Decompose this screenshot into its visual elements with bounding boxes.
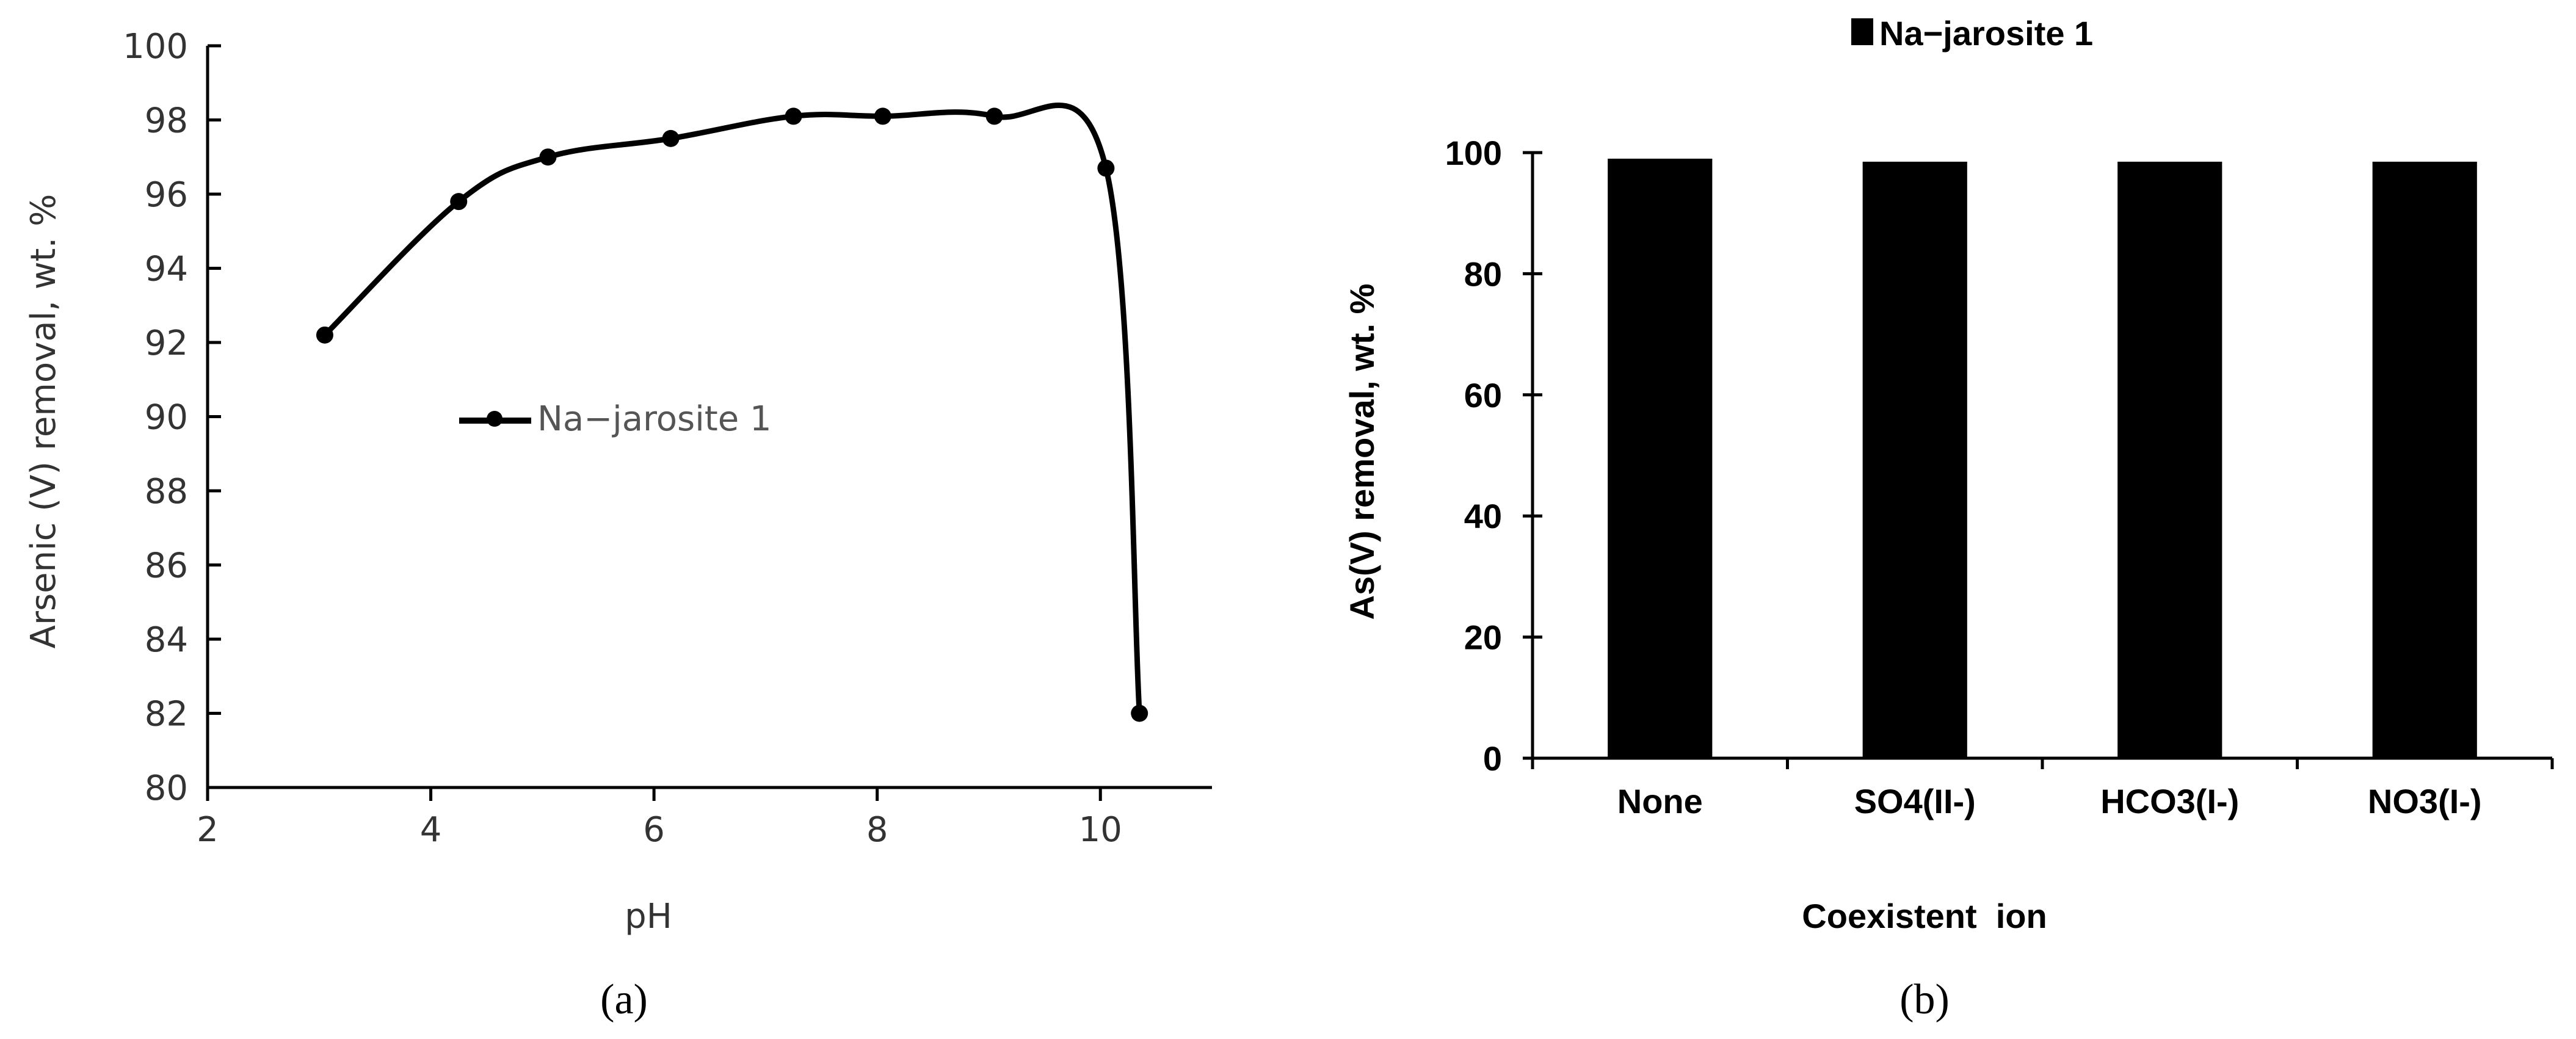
panel-a-y-tick-label: 84 [145,620,188,660]
panel-a-data-point [1131,704,1148,722]
panel-a-y-tick-label: 100 [123,27,188,67]
panel-a-y-tick-label: 94 [145,250,188,289]
panel-b-y-tick-label: 40 [1464,497,1502,535]
panel-a-y-tick-label: 88 [145,472,188,512]
panel-b-bar [2117,161,2222,758]
panel-a-data-point [662,129,680,147]
panel-a-y-tick-label: 80 [145,769,188,808]
panel-a-data-point [450,193,468,211]
panel-b-bar [1608,158,1713,758]
panel-a-data-point [316,326,333,344]
panel-a-line-chart: 80 82 84 86 88 90 92 94 96 98 100 2 4 6 8 10 Na−jarosi… [24,27,1212,1023]
panel-a-y-tick-label: 90 [145,398,188,438]
panel-a-series-line [322,103,1142,714]
panel-b-bar-chart: Na−jarosite 1 0 20 40 60 80 100 None SO4(II-) H… [1343,14,2554,1023]
panel-a-y-tick-label: 98 [145,101,188,141]
panel-a-series [316,103,1148,722]
panel-a-caption-label: (a) [600,976,648,1023]
panel-a-x-tick-label: 4 [420,810,442,850]
panel-b-y-tick-label: 80 [1464,255,1502,293]
panel-b-legend-swatch [1851,18,1873,45]
panel-b-category-labels: None SO4(II-) HCO3(I-) NO3(I-) [1617,782,2482,820]
panel-a-x-tick-label: 6 [643,810,665,850]
panel-a-y-axis-label: Arsenic (V) removal, wt. % [24,194,63,649]
panel-a-legend-label: Na−jarosite 1 [537,399,772,439]
panel-b-y-tick-label: 20 [1464,618,1502,657]
panel-b-bars [1608,158,2477,758]
panel-b-y-tick-label: 0 [1483,739,1502,778]
panel-b-legend-label: Na−jarosite 1 [1879,14,2093,52]
panel-a-x-tick-labels: 2 4 6 8 10 [197,810,1122,850]
panel-a-x-tick-label: 2 [197,810,219,850]
panel-a-y-tick-label: 96 [145,175,188,215]
panel-b-bar [1862,161,1967,758]
panel-b-category-label: NO3(I-) [2368,782,2482,820]
panel-a-x-axis-label: pH [625,897,672,936]
panel-b-category-label: None [1617,782,1703,820]
panel-b-y-tick-labels: 0 20 40 60 80 100 [1445,134,1502,778]
panel-b-y-tick-label: 60 [1464,376,1502,415]
panel-b-category-label: HCO3(I-) [2100,782,2239,820]
panel-a-legend: Na−jarosite 1 [459,399,772,439]
panel-a-y-tick-label: 82 [145,695,188,734]
panel-b-x-axis-label: Coexistent ion [1802,897,2047,935]
panel-b-y-tick-label: 100 [1445,134,1502,172]
panel-a-data-point [874,107,891,125]
panel-a-data-point [785,107,802,125]
panel-b-bar [2372,161,2477,758]
panel-a-y-tick-label: 86 [145,546,188,586]
panel-b-legend: Na−jarosite 1 [1851,14,2093,52]
panel-b-category-label: SO4(II-) [1854,782,1976,820]
panel-a-axes [206,44,1212,801]
panel-a-data-point [985,107,1003,125]
panel-a-data-point [539,148,557,166]
panel-a-x-tick-label: 10 [1079,810,1122,850]
panel-b-caption-label: (b) [1899,976,1950,1023]
panel-b-y-axis-label: As(V) removal, wt. % [1343,284,1381,620]
panel-a-legend-marker [487,411,503,427]
panel-a-x-tick-label: 8 [866,810,888,850]
panel-a-data-point [1097,159,1115,177]
panel-a-y-tick-labels: 80 82 84 86 88 90 92 94 96 98 100 [123,27,188,808]
panel-a-y-tick-label: 92 [145,324,188,363]
